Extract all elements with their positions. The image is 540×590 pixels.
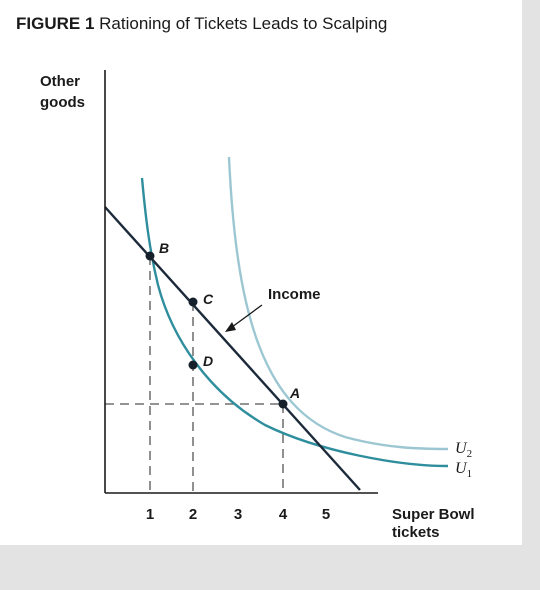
figure-title: FIGURE 1 Rationing of Tickets Leads to S… bbox=[16, 14, 387, 34]
income-arrow bbox=[225, 304, 263, 332]
y-axis-label-line-2: goods bbox=[40, 94, 85, 111]
axes bbox=[104, 70, 378, 494]
point-a-label: A bbox=[289, 385, 300, 401]
y-axis-label-line-1: Other bbox=[40, 73, 80, 90]
x-tick-label: 2 bbox=[189, 506, 197, 523]
x-axis-label-line-1: Super Bowl bbox=[392, 506, 475, 523]
indifference-curve-u2 bbox=[227, 156, 449, 451]
curve-label-u2: U2 bbox=[455, 440, 472, 460]
curve-label-u1: U1 bbox=[455, 460, 472, 480]
point-b bbox=[145, 251, 155, 261]
x-tick-label: 3 bbox=[234, 506, 242, 523]
figure-panel: FIGURE 1 Rationing of Tickets Leads to S… bbox=[0, 0, 522, 545]
point-b-label: B bbox=[159, 240, 169, 256]
point-c-label: C bbox=[203, 291, 214, 307]
x-tick-label: 1 bbox=[146, 506, 154, 523]
x-tick-label: 5 bbox=[322, 506, 330, 523]
point-d bbox=[188, 360, 198, 370]
indifference-curve-u1 bbox=[140, 177, 449, 468]
figure-title-text: Rationing of Tickets Leads to Scalping bbox=[99, 14, 388, 33]
point-d-label: D bbox=[203, 353, 213, 369]
income-label: Income bbox=[268, 286, 321, 303]
x-axis-label-line-2: tickets bbox=[392, 524, 440, 541]
budget-line bbox=[104, 206, 361, 491]
point-c bbox=[188, 297, 198, 307]
x-tick-label: 4 bbox=[279, 506, 288, 523]
point-a bbox=[278, 399, 288, 409]
figure-number: FIGURE 1 bbox=[16, 14, 95, 33]
guide-lines bbox=[105, 256, 284, 492]
points bbox=[145, 251, 288, 409]
